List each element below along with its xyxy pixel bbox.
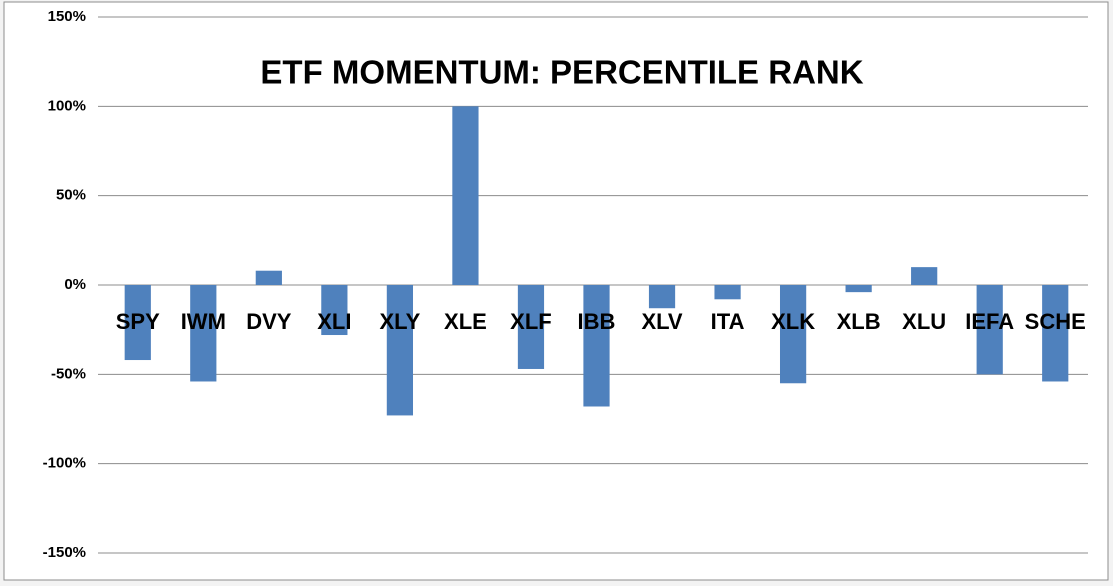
bar	[845, 285, 872, 293]
y-tick-label: 100%	[48, 97, 86, 114]
y-tick-label: -50%	[51, 365, 86, 382]
x-tick-label: XLE	[444, 309, 487, 334]
x-tick-label: SCHE	[1025, 309, 1086, 334]
bar	[190, 285, 217, 382]
x-tick-label: ITA	[711, 309, 745, 334]
bar	[1042, 285, 1069, 382]
x-tick-label: IWM	[181, 309, 226, 334]
bar	[321, 285, 348, 336]
bar	[583, 285, 610, 407]
y-tick-label: 0%	[64, 276, 86, 293]
x-tick-label: SPY	[116, 309, 160, 334]
chart-title: ETF MOMENTUM: PERCENTILE RANK	[260, 54, 863, 91]
x-tick-label: XLB	[837, 309, 881, 334]
x-tick-label: XLY	[380, 309, 421, 334]
x-tick-label: XLV	[641, 309, 682, 334]
x-tick-label: DVY	[246, 309, 292, 334]
bar	[386, 285, 414, 416]
bar	[779, 285, 807, 384]
bar	[714, 285, 741, 300]
y-tick-label: -150%	[43, 544, 86, 561]
x-tick-label: IBB	[578, 309, 616, 334]
x-tick-label: XLI	[317, 309, 351, 334]
bar	[255, 270, 282, 285]
bar	[124, 285, 151, 361]
chart-frame	[3, 1, 1109, 581]
bar	[452, 106, 479, 285]
y-tick-label: 50%	[56, 187, 86, 204]
bar	[648, 285, 676, 309]
x-tick-label: XLK	[771, 309, 815, 334]
bar	[517, 285, 545, 369]
x-tick-label: XLF	[510, 309, 552, 334]
x-tick-label: IEFA	[965, 309, 1014, 334]
bar	[911, 267, 938, 285]
bar	[976, 285, 1003, 375]
x-tick-label: XLU	[902, 309, 946, 334]
y-tick-label: -100%	[43, 455, 86, 472]
y-tick-label: 150%	[48, 8, 86, 25]
